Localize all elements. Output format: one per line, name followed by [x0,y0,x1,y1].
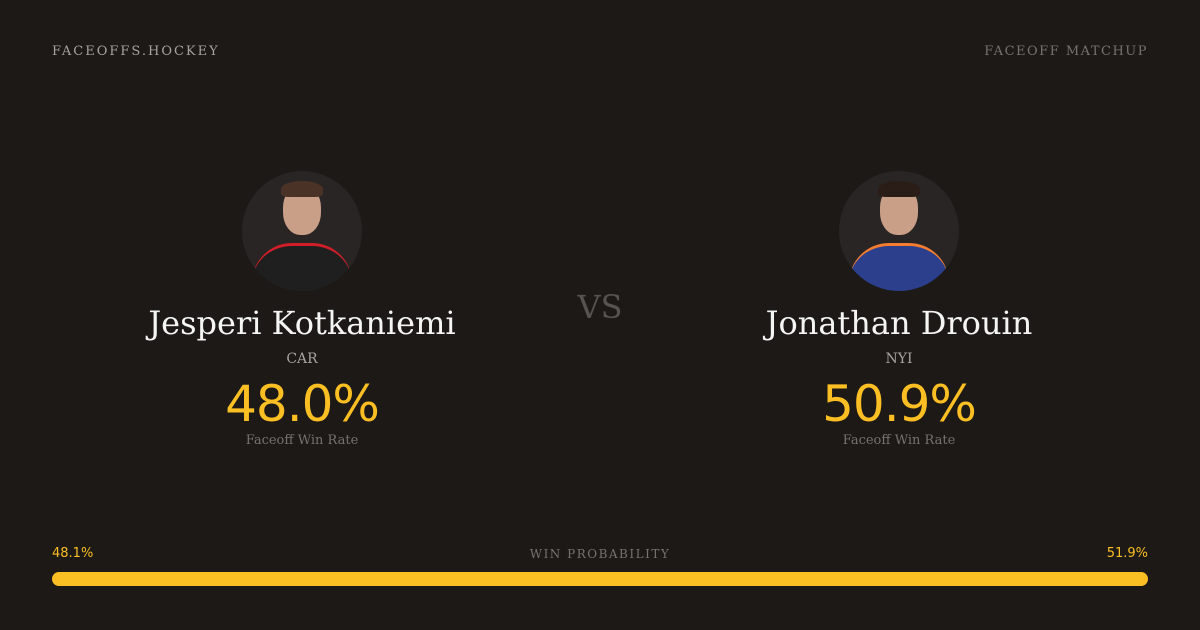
player-name: Jesperi Kotkaniemi [148,304,456,342]
player-card-right: Jonathan Drouin NYI 50.9% Faceoff Win Ra… [699,171,1099,448]
faceoff-win-rate-label: Faceoff Win Rate [245,433,359,448]
faceoff-win-rate: 50.9% [822,375,977,433]
win-probability-right: 51.9% [1106,546,1148,561]
site-brand: FACEOFFS.HOCKEY [52,44,220,59]
player-team: CAR [286,351,318,367]
player-card-left: Jesperi Kotkaniemi CAR 48.0% Faceoff Win… [102,171,502,448]
faceoff-win-rate-label: Faceoff Win Rate [842,433,956,448]
player-name: Jonathan Drouin [765,304,1033,342]
page-type-label: FACEOFF MATCHUP [984,44,1148,59]
win-probability-label: WIN PROBABILITY [529,547,671,561]
vs-label: VS [577,288,623,326]
faceoff-win-rate: 48.0% [225,375,380,433]
win-probability-bar [52,572,1148,586]
player-team: NYI [885,351,913,367]
player-avatar [242,171,362,291]
win-probability-left: 48.1% [52,546,94,561]
player-avatar [839,171,959,291]
win-probability-right-segment [579,572,1148,586]
win-probability-left-segment [52,572,580,586]
